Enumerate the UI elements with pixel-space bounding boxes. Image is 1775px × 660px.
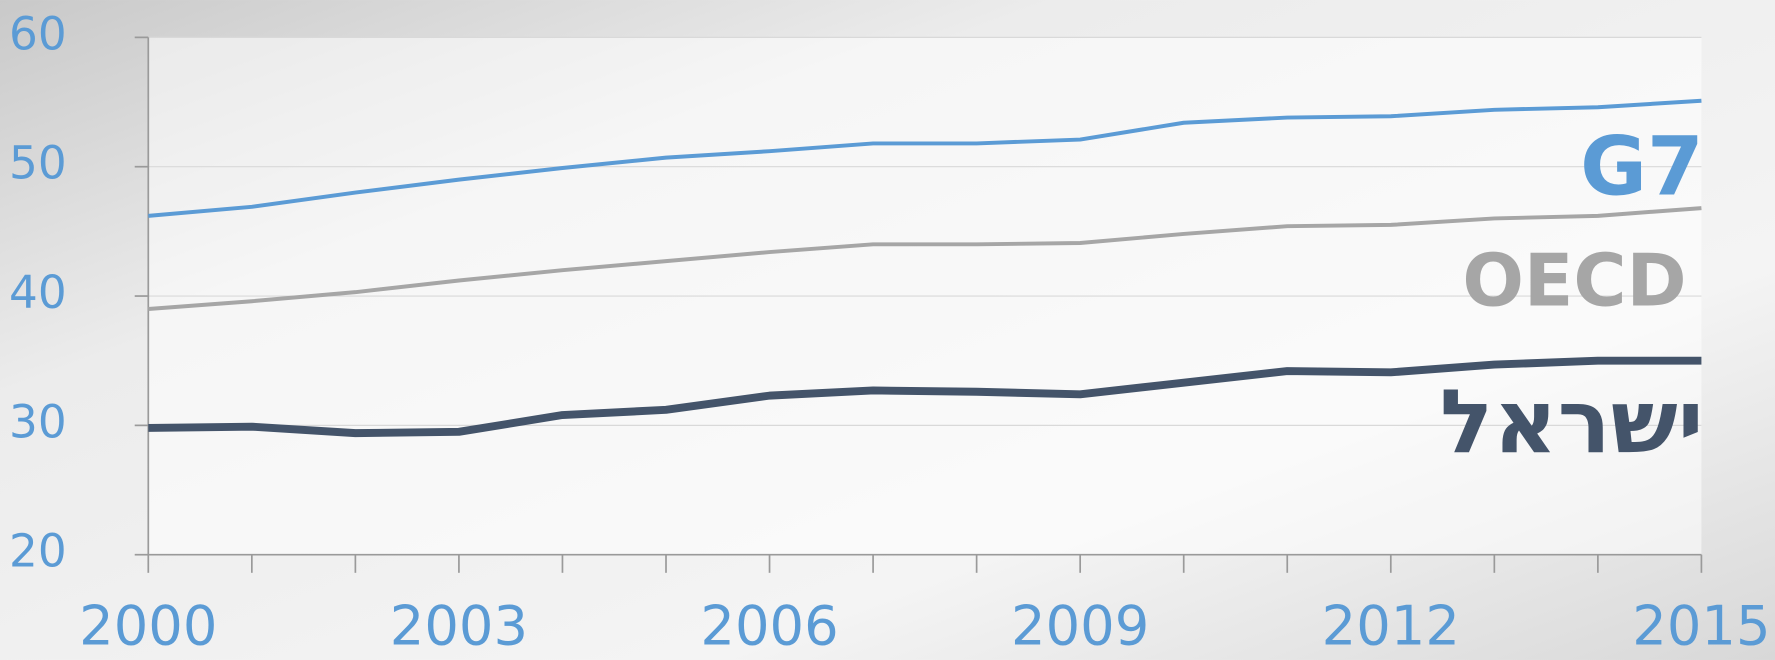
x-tick-label: 2012 [1322,595,1460,658]
x-tick-label: 2006 [700,595,838,658]
x-tick-label: 2003 [390,595,528,658]
series-label: ישראל [1440,370,1704,473]
series-line [148,356,1702,438]
y-tick-label: 30 [9,395,67,448]
series-line [148,206,1702,311]
series-label: OECD [1462,239,1686,323]
x-tick-label: 2009 [1011,595,1149,658]
x-tick-label: 2000 [79,595,217,658]
y-tick-label: 50 [9,137,67,190]
y-tick-label: 40 [9,266,67,319]
x-tick-label: 2015 [1632,595,1770,658]
y-tick-label: 20 [9,525,67,578]
series-label: G7 [1580,120,1704,215]
series-line [148,98,1702,218]
y-tick-label: 60 [9,7,67,60]
